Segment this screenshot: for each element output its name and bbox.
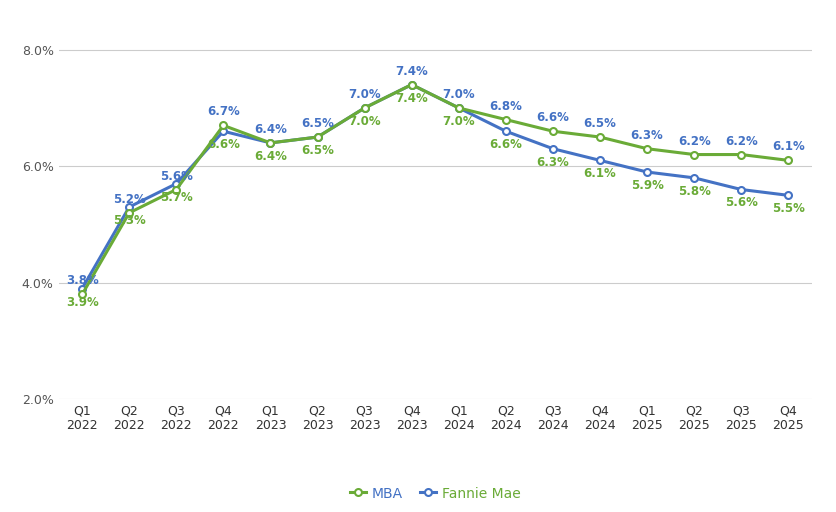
Text: 3.9%: 3.9% — [66, 295, 99, 309]
MBA — [406, 81, 416, 88]
MBA — [782, 193, 793, 199]
Fannie Mae — [782, 157, 793, 163]
Legend: MBA, Fannie Mae: MBA, Fannie Mae — [344, 481, 526, 506]
MBA — [594, 157, 604, 163]
Fannie Mae — [359, 105, 370, 111]
MBA — [688, 175, 698, 181]
Text: 7.0%: 7.0% — [442, 115, 475, 128]
Text: 6.8%: 6.8% — [489, 100, 522, 113]
Text: 7.0%: 7.0% — [442, 88, 475, 101]
Text: 6.7%: 6.7% — [206, 105, 239, 118]
MBA — [641, 169, 651, 175]
Text: 5.3%: 5.3% — [113, 214, 145, 227]
Text: 6.4%: 6.4% — [253, 123, 287, 136]
Fannie Mae — [124, 210, 134, 216]
Text: 6.1%: 6.1% — [771, 140, 803, 154]
Fannie Mae — [641, 145, 651, 152]
Text: 5.5%: 5.5% — [771, 202, 804, 215]
Text: 6.5%: 6.5% — [301, 144, 334, 157]
Text: 5.9%: 5.9% — [630, 179, 663, 192]
Fannie Mae — [77, 291, 87, 297]
Fannie Mae — [736, 152, 746, 158]
MBA — [218, 128, 228, 134]
Text: 7.4%: 7.4% — [395, 92, 427, 104]
Fannie Mae — [171, 186, 181, 193]
Text: 6.3%: 6.3% — [536, 156, 568, 168]
Text: 5.6%: 5.6% — [160, 169, 192, 183]
Text: 6.6%: 6.6% — [489, 138, 522, 151]
MBA — [500, 128, 510, 134]
MBA — [548, 145, 558, 152]
MBA — [77, 286, 87, 292]
Fannie Mae — [594, 134, 604, 140]
Line: Fannie Mae: Fannie Mae — [79, 81, 791, 298]
Fannie Mae — [218, 122, 228, 129]
Text: 6.5%: 6.5% — [301, 117, 334, 130]
Text: 6.6%: 6.6% — [206, 138, 240, 151]
Text: 7.0%: 7.0% — [348, 88, 380, 101]
MBA — [171, 181, 181, 187]
Text: 3.8%: 3.8% — [66, 274, 99, 288]
Text: 6.2%: 6.2% — [677, 135, 710, 147]
Fannie Mae — [688, 152, 698, 158]
Text: 6.1%: 6.1% — [583, 167, 615, 180]
Text: 5.7%: 5.7% — [160, 190, 192, 204]
MBA — [736, 186, 746, 193]
MBA — [359, 105, 370, 111]
MBA — [453, 105, 463, 111]
Fannie Mae — [500, 117, 510, 123]
Fannie Mae — [312, 134, 322, 140]
Text: 5.6%: 5.6% — [724, 197, 757, 209]
Text: 6.5%: 6.5% — [583, 117, 616, 130]
MBA — [265, 140, 275, 146]
Text: 6.4%: 6.4% — [253, 150, 287, 163]
Fannie Mae — [453, 105, 463, 111]
Text: 5.2%: 5.2% — [113, 193, 145, 206]
Text: 6.3%: 6.3% — [630, 129, 663, 142]
Line: MBA: MBA — [79, 81, 791, 292]
Fannie Mae — [406, 81, 416, 88]
Fannie Mae — [265, 140, 275, 146]
Text: 6.2%: 6.2% — [724, 135, 757, 147]
MBA — [124, 204, 134, 210]
MBA — [312, 134, 322, 140]
Text: 7.0%: 7.0% — [348, 115, 380, 128]
Fannie Mae — [548, 128, 558, 134]
Text: 7.4%: 7.4% — [395, 65, 427, 78]
Text: 5.8%: 5.8% — [677, 185, 710, 198]
Text: 6.6%: 6.6% — [536, 111, 568, 124]
